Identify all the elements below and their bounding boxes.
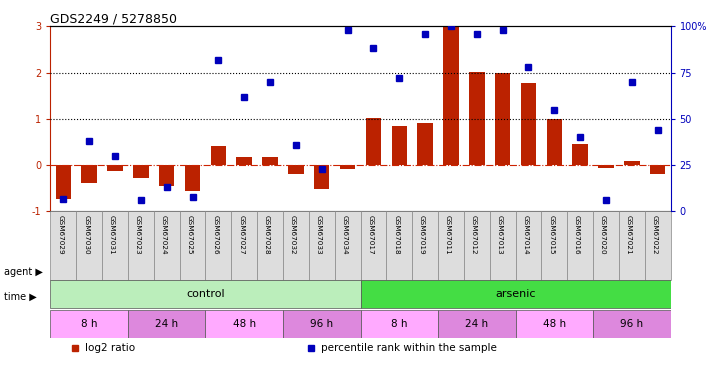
Bar: [50, 310, 128, 338]
Text: GSM67032: GSM67032: [290, 215, 296, 255]
Bar: [624, 162, 640, 165]
Text: GSM67021: GSM67021: [626, 215, 632, 255]
Bar: [205, 211, 231, 280]
Bar: [185, 165, 200, 190]
Bar: [128, 211, 154, 280]
Bar: [516, 310, 593, 338]
Bar: [335, 211, 360, 280]
Text: control: control: [186, 290, 225, 299]
Text: GSM67018: GSM67018: [393, 215, 399, 255]
Bar: [438, 310, 516, 338]
Bar: [645, 211, 671, 280]
Bar: [360, 280, 671, 308]
Bar: [159, 165, 174, 186]
Text: GSM67011: GSM67011: [445, 215, 451, 255]
Text: GSM67024: GSM67024: [161, 215, 167, 255]
Text: GSM67025: GSM67025: [187, 215, 193, 255]
Bar: [314, 165, 329, 189]
Bar: [417, 123, 433, 165]
Bar: [50, 211, 76, 280]
Text: 48 h: 48 h: [233, 319, 256, 328]
Bar: [283, 310, 360, 338]
Bar: [360, 310, 438, 338]
Bar: [205, 310, 283, 338]
Bar: [495, 73, 510, 165]
Bar: [360, 211, 386, 280]
Text: GSM67015: GSM67015: [548, 215, 554, 255]
Bar: [443, 26, 459, 165]
Bar: [133, 165, 149, 178]
Text: GSM67027: GSM67027: [238, 215, 244, 255]
Bar: [438, 211, 464, 280]
Bar: [464, 211, 490, 280]
Text: 96 h: 96 h: [620, 319, 643, 328]
Bar: [236, 157, 252, 165]
Text: GSM67026: GSM67026: [213, 215, 218, 255]
Bar: [50, 280, 360, 308]
Bar: [650, 165, 665, 174]
Text: log2 ratio: log2 ratio: [85, 344, 136, 354]
Bar: [469, 72, 485, 165]
Text: GSM67031: GSM67031: [109, 215, 115, 255]
Text: GSM67020: GSM67020: [600, 215, 606, 255]
Bar: [56, 165, 71, 198]
Text: agent ▶: agent ▶: [4, 267, 43, 277]
Text: GSM67014: GSM67014: [523, 215, 528, 255]
Bar: [547, 119, 562, 165]
Bar: [386, 211, 412, 280]
Bar: [366, 118, 381, 165]
Bar: [567, 211, 593, 280]
Text: GSM67022: GSM67022: [652, 215, 658, 255]
Bar: [180, 211, 205, 280]
Text: 48 h: 48 h: [543, 319, 566, 328]
Text: 96 h: 96 h: [310, 319, 333, 328]
Bar: [490, 211, 516, 280]
Bar: [288, 165, 304, 174]
Text: arsenic: arsenic: [495, 290, 536, 299]
Text: GSM67023: GSM67023: [135, 215, 141, 255]
Bar: [154, 211, 180, 280]
Bar: [81, 165, 97, 183]
Bar: [262, 157, 278, 165]
Bar: [283, 211, 309, 280]
Bar: [107, 165, 123, 171]
Text: GSM67013: GSM67013: [497, 215, 503, 255]
Text: GSM67016: GSM67016: [574, 215, 580, 255]
Text: 24 h: 24 h: [465, 319, 488, 328]
Bar: [593, 310, 671, 338]
Bar: [598, 165, 614, 168]
Bar: [340, 165, 355, 169]
Bar: [521, 83, 536, 165]
Text: GSM67030: GSM67030: [83, 215, 89, 255]
Bar: [412, 211, 438, 280]
Text: GSM67017: GSM67017: [368, 215, 373, 255]
Text: GSM67033: GSM67033: [316, 215, 322, 255]
Bar: [572, 144, 588, 165]
Bar: [392, 126, 407, 165]
Text: 8 h: 8 h: [81, 319, 97, 328]
Bar: [211, 146, 226, 165]
Bar: [257, 211, 283, 280]
Bar: [128, 310, 205, 338]
Text: 24 h: 24 h: [155, 319, 178, 328]
Bar: [231, 211, 257, 280]
Text: GSM67028: GSM67028: [264, 215, 270, 255]
Text: percentile rank within the sample: percentile rank within the sample: [321, 344, 497, 354]
Bar: [593, 211, 619, 280]
Bar: [309, 211, 335, 280]
Bar: [541, 211, 567, 280]
Text: time ▶: time ▶: [4, 292, 36, 302]
Bar: [516, 211, 541, 280]
Bar: [102, 211, 128, 280]
Text: GDS2249 / 5278850: GDS2249 / 5278850: [50, 12, 177, 25]
Text: GSM67012: GSM67012: [471, 215, 477, 255]
Text: 8 h: 8 h: [391, 319, 407, 328]
Text: GSM67019: GSM67019: [419, 215, 425, 255]
Bar: [619, 211, 645, 280]
Text: GSM67029: GSM67029: [58, 215, 63, 255]
Text: GSM67034: GSM67034: [342, 215, 348, 255]
Bar: [76, 211, 102, 280]
